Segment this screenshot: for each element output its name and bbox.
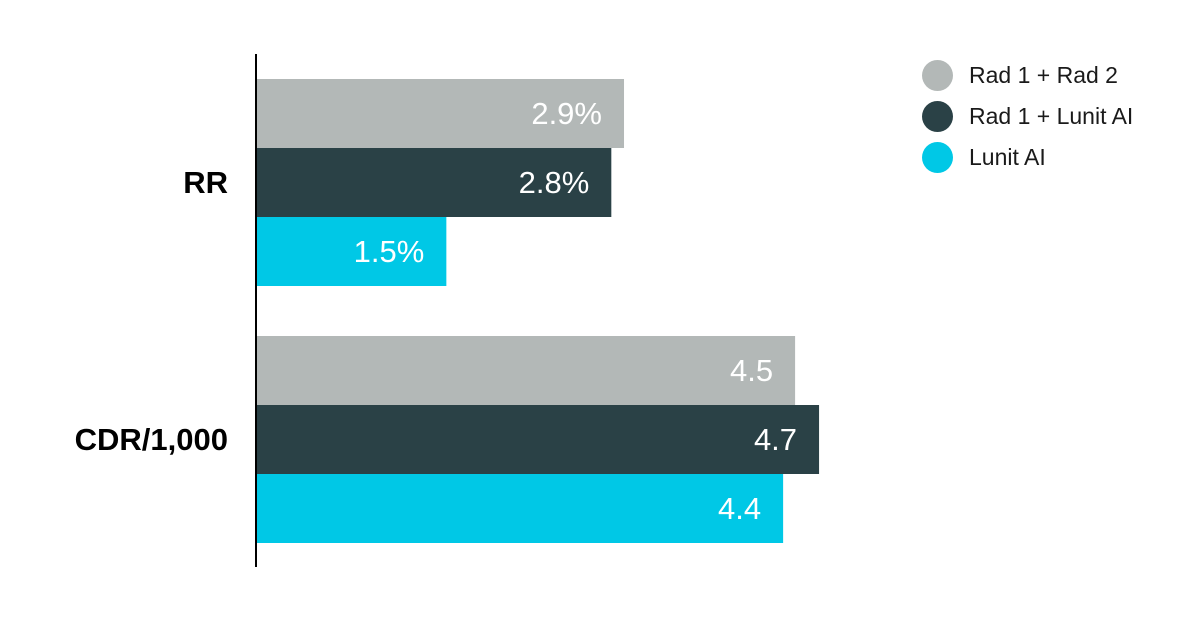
value-label-rr-rad-1-lunit-ai: 2.8%: [519, 165, 590, 200]
value-label-cdr-1-000-lunit-ai: 4.4: [718, 491, 761, 526]
labels-layer: 2.9% 2.8% 1.5% RR 4.5 4.7 4.4 CDR/1,000: [75, 96, 797, 526]
legend-swatch-rad-1-rad-2: [922, 60, 953, 91]
value-label-cdr-1-000-rad-1-rad-2: 4.5: [730, 353, 773, 388]
bar-cdr-1-000-rad-1-rad-2: [256, 336, 796, 405]
legend-item-rad-1-rad-2: Rad 1 + Rad 2: [922, 55, 1133, 96]
legend-label-rad-1-lunit-ai: Rad 1 + Lunit AI: [969, 103, 1134, 129]
bar-rr-rad-1-lunit-ai: [256, 148, 612, 217]
legend-item-lunit-ai: Lunit AI: [922, 137, 1133, 178]
legend-item-rad-1-lunit-ai: Rad 1 + Lunit AI: [922, 96, 1133, 137]
category-label-cdr-1-000: CDR/1,000: [75, 422, 228, 457]
legend-swatch-rad-1-lunit-ai: [922, 101, 953, 132]
bar-rr-lunit-ai: [256, 217, 447, 286]
bars-layer: [256, 79, 820, 543]
legend-label-rad-1-rad-2: Rad 1 + Rad 2: [969, 62, 1118, 88]
legend: Rad 1 + Rad 2 Rad 1 + Lunit AI Lunit AI: [922, 55, 1133, 178]
value-label-rr-rad-1-rad-2: 2.9%: [531, 96, 602, 131]
value-label-rr-lunit-ai: 1.5%: [354, 234, 425, 269]
legend-label-lunit-ai: Lunit AI: [969, 144, 1046, 170]
bar-cdr-1-000-rad-1-lunit-ai: [256, 405, 820, 474]
bar-cdr-1-000-lunit-ai: [256, 474, 784, 543]
category-label-rr: RR: [183, 165, 228, 200]
value-label-cdr-1-000-rad-1-lunit-ai: 4.7: [754, 422, 797, 457]
bar-rr-rad-1-rad-2: [256, 79, 625, 148]
legend-swatch-lunit-ai: [922, 142, 953, 173]
